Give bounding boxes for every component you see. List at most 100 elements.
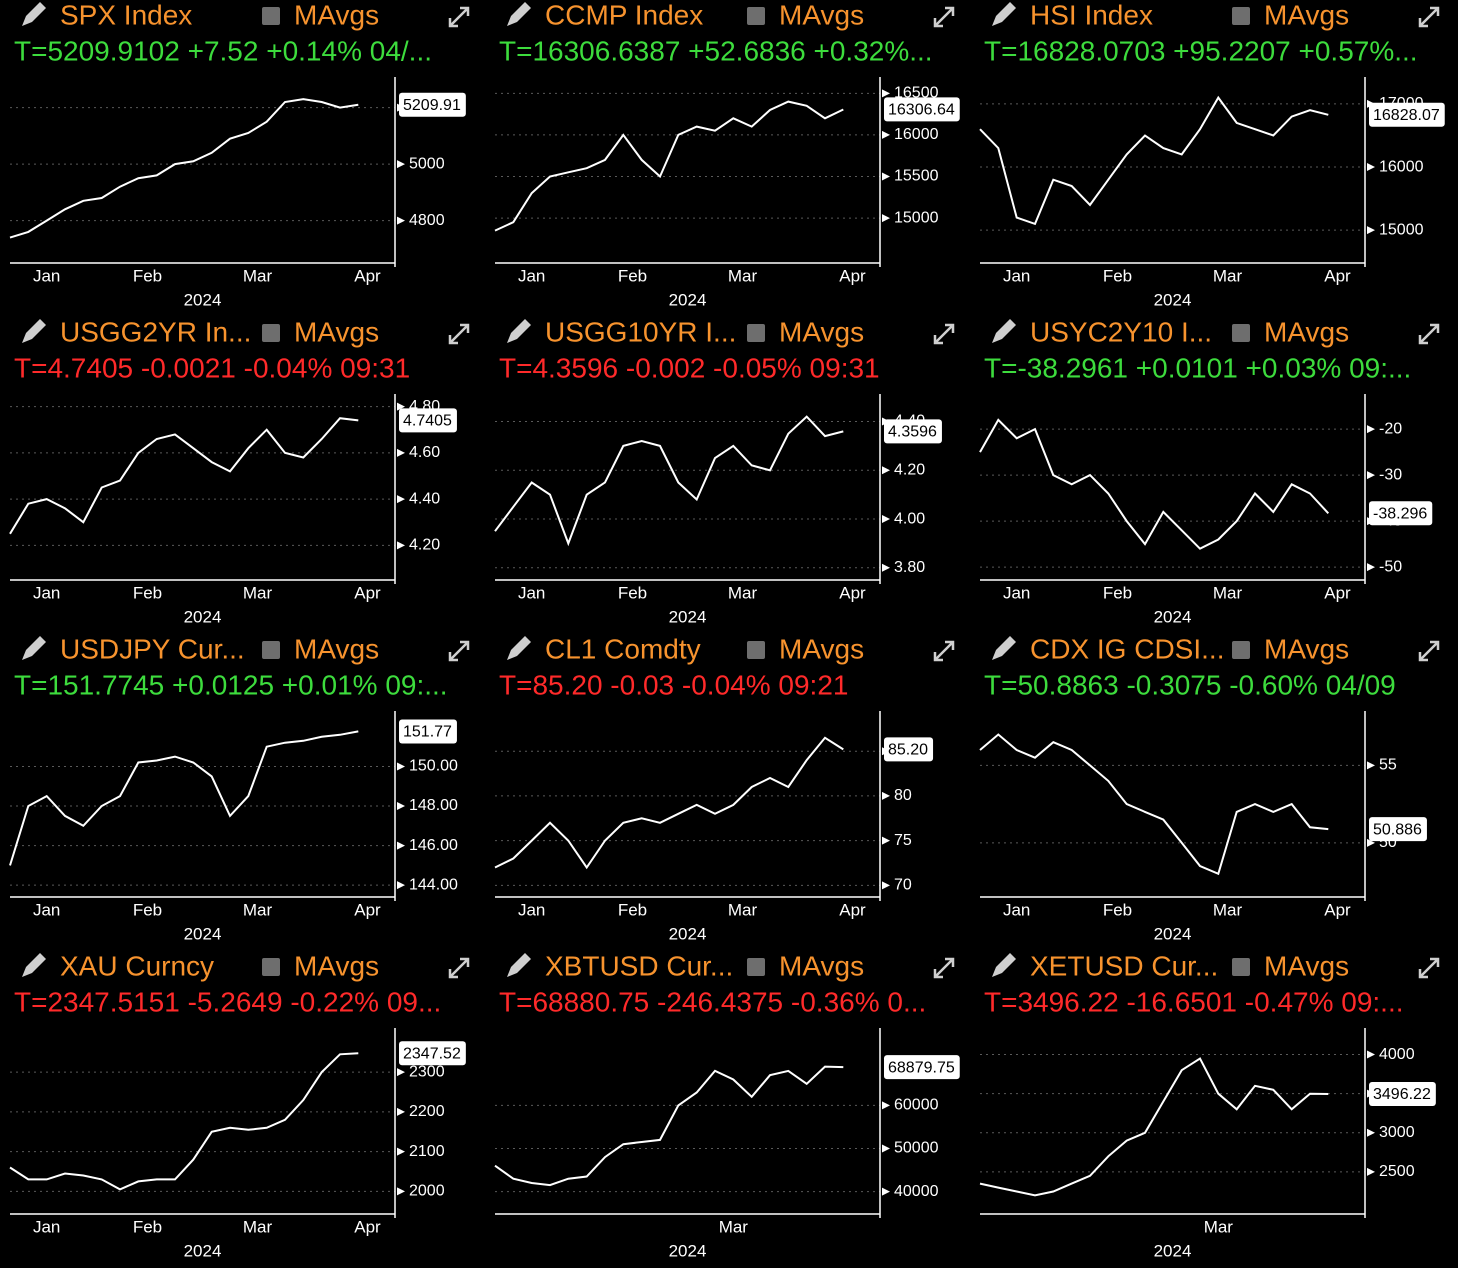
edit-icon[interactable] <box>22 2 46 26</box>
edit-icon[interactable] <box>507 636 531 660</box>
mavgs-label[interactable]: MAvgs <box>1264 0 1349 30</box>
mavgs-checkbox[interactable] <box>1232 324 1250 342</box>
y-tick-mark <box>882 214 890 223</box>
last-value-box <box>399 719 457 744</box>
expand-icon[interactable] <box>448 640 470 662</box>
mavgs-label[interactable]: MAvgs <box>779 316 864 347</box>
mavgs-label[interactable]: MAvgs <box>1264 633 1349 664</box>
mavgs-checkbox[interactable] <box>262 641 280 659</box>
chart-title: CCMP Index <box>545 0 703 30</box>
edit-icon[interactable] <box>507 319 531 343</box>
last-value-box <box>1369 1081 1436 1106</box>
y-tick-label: 16000 <box>1379 158 1424 175</box>
expand-icon[interactable] <box>933 6 955 28</box>
y-tick-mark <box>882 563 890 572</box>
last-value-box <box>399 92 466 117</box>
mavgs-label[interactable]: MAvgs <box>779 0 864 30</box>
y-tick-mark <box>882 515 890 524</box>
x-tick-label: Mar <box>1213 900 1243 919</box>
y-tick-mark <box>1367 471 1375 480</box>
y-tick-label: 80 <box>894 787 912 804</box>
edit-icon[interactable] <box>507 2 531 26</box>
edit-icon[interactable] <box>992 319 1016 343</box>
y-tick-mark <box>882 130 890 139</box>
mavgs-checkbox[interactable] <box>1232 641 1250 659</box>
price-line <box>979 418 1330 550</box>
mavgs-checkbox[interactable] <box>262 324 280 342</box>
x-tick-label: Feb <box>133 1217 162 1236</box>
y-tick-mark <box>1367 226 1375 235</box>
y-tick-label: 15000 <box>1379 221 1424 238</box>
mavgs-label[interactable]: MAvgs <box>779 950 864 981</box>
price-line <box>979 95 1329 226</box>
mavgs-label[interactable]: MAvgs <box>1264 950 1349 981</box>
mavgs-label[interactable]: MAvgs <box>294 633 379 664</box>
last-value-box <box>884 419 942 444</box>
expand-icon[interactable] <box>1418 6 1440 28</box>
mavgs-checkbox[interactable] <box>747 7 765 25</box>
y-tick-mark <box>397 495 405 504</box>
x-tick-label: Mar <box>728 266 758 285</box>
y-tick-mark <box>882 466 890 475</box>
expand-icon[interactable] <box>933 640 955 662</box>
last-value-label: 4.7405 <box>403 413 452 430</box>
mavgs-checkbox[interactable] <box>1232 958 1250 976</box>
expand-icon[interactable] <box>448 323 470 345</box>
price-line <box>979 733 1329 876</box>
expand-icon[interactable] <box>1418 640 1440 662</box>
chart-title: XBTUSD Cur... <box>545 950 733 981</box>
last-value-box <box>1369 102 1445 127</box>
x-tick-label: Mar <box>728 583 758 602</box>
expand-icon[interactable] <box>448 6 470 28</box>
mavgs-checkbox[interactable] <box>747 324 765 342</box>
x-axis-label: 2024 <box>1154 290 1192 309</box>
x-tick-label: Feb <box>618 900 647 919</box>
expand-icon[interactable] <box>1418 957 1440 979</box>
mavgs-label[interactable]: MAvgs <box>294 316 379 347</box>
edit-icon[interactable] <box>22 953 46 977</box>
quote-line: T=68880.75 -246.4375 -0.36% 0... <box>499 986 926 1017</box>
expand-icon[interactable] <box>1418 323 1440 345</box>
y-tick-label: 60000 <box>894 1097 939 1114</box>
expand-icon[interactable] <box>933 323 955 345</box>
price-line <box>494 415 844 547</box>
x-axis-label: 2024 <box>669 290 707 309</box>
mavgs-checkbox[interactable] <box>262 7 280 25</box>
expand-icon[interactable] <box>933 957 955 979</box>
mavgs-checkbox[interactable] <box>747 641 765 659</box>
mavgs-label[interactable]: MAvgs <box>294 0 379 30</box>
chart-title: USGG10YR I... <box>545 316 736 347</box>
x-tick-label: Feb <box>133 583 162 602</box>
y-tick-label: 2100 <box>409 1143 445 1160</box>
y-tick-label: 3.80 <box>894 559 925 576</box>
mavgs-checkbox[interactable] <box>262 958 280 976</box>
last-value-box <box>399 408 457 433</box>
mavgs-checkbox[interactable] <box>747 958 765 976</box>
y-tick-mark <box>882 1144 890 1153</box>
edit-icon[interactable] <box>992 953 1016 977</box>
last-value-label: 68879.75 <box>888 1059 955 1076</box>
y-tick-label: 4800 <box>409 212 445 229</box>
edit-icon[interactable] <box>992 636 1016 660</box>
mavgs-checkbox[interactable] <box>1232 7 1250 25</box>
quote-line: T=16306.6387 +52.6836 +0.32%... <box>499 35 933 66</box>
y-tick-mark <box>882 1187 890 1196</box>
x-tick-label: Feb <box>133 266 162 285</box>
y-tick-label: 50000 <box>894 1140 939 1157</box>
edit-icon[interactable] <box>22 636 46 660</box>
edit-icon[interactable] <box>507 953 531 977</box>
edit-icon[interactable] <box>22 319 46 343</box>
y-tick-label: 4000 <box>1379 1046 1415 1063</box>
y-tick-mark <box>1367 838 1375 847</box>
x-tick-label: Feb <box>1103 266 1132 285</box>
chart-title: XAU Curncy <box>60 950 214 981</box>
mavgs-label[interactable]: MAvgs <box>294 950 379 981</box>
edit-icon[interactable] <box>992 2 1016 26</box>
mavgs-label[interactable]: MAvgs <box>779 633 864 664</box>
expand-icon[interactable] <box>448 957 470 979</box>
chart-title: SPX Index <box>60 0 192 30</box>
last-value-label: 3496.22 <box>1373 1086 1431 1103</box>
mavgs-label[interactable]: MAvgs <box>1264 316 1349 347</box>
y-tick-mark <box>1367 761 1375 770</box>
